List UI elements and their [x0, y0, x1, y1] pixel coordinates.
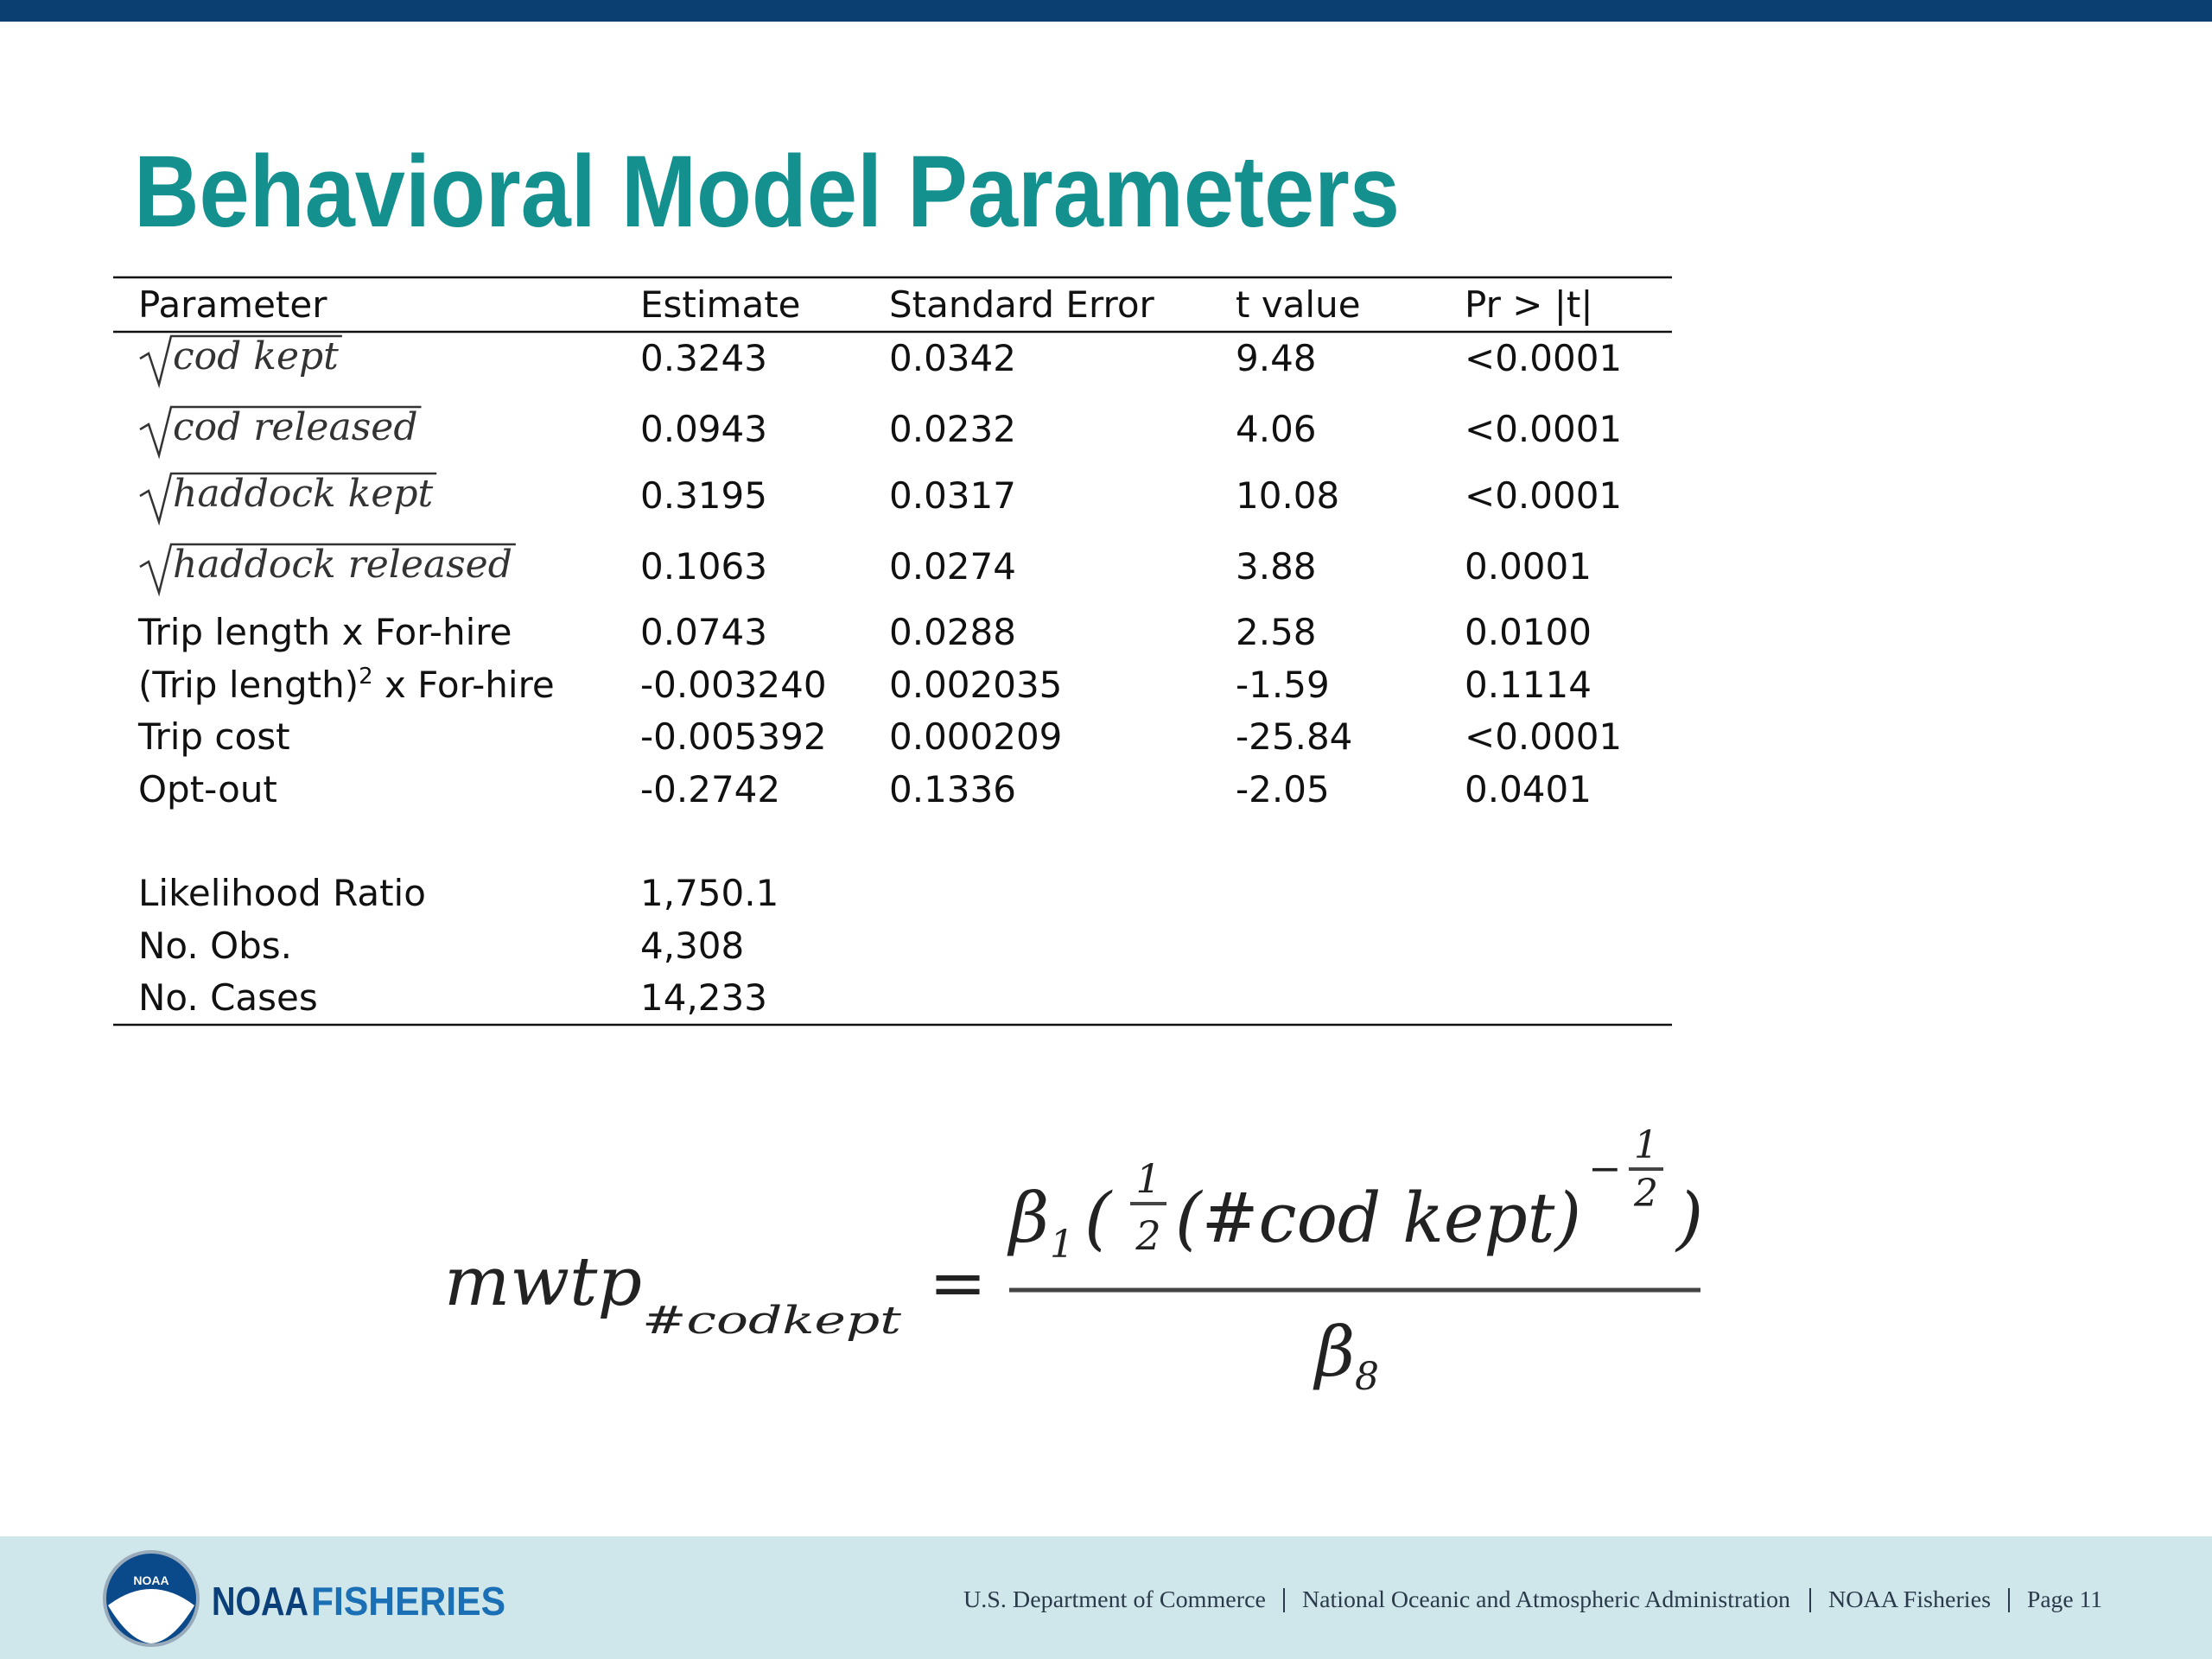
numerator-open: ( — [1084, 1178, 1113, 1258]
slide-title: Behavioral Model Parameters — [134, 135, 1400, 249]
cell: 0.1063 — [640, 545, 767, 588]
cell: 0.0100 — [1465, 611, 1592, 653]
cell: 9.48 — [1236, 337, 1317, 379]
formula-lhs-subscript: #codkept — [642, 1299, 901, 1343]
footer-link: U.S. Department of Commerce — [963, 1586, 1266, 1612]
cell: 0.0274 — [889, 545, 1016, 588]
cell: -0.005392 — [640, 715, 827, 758]
denominator-subscript: 8 — [1355, 1355, 1379, 1399]
stat-label: Likelihood Ratio — [138, 872, 426, 914]
cell: <0.0001 — [1465, 474, 1622, 517]
radical-sign — [139, 334, 342, 389]
footer-link: Page 11 — [2027, 1586, 2102, 1612]
cell: 0.1114 — [1465, 664, 1592, 706]
cell: 10.08 — [1236, 474, 1339, 517]
cell: 0.000209 — [889, 715, 1062, 758]
exponent-sign: − — [1588, 1145, 1622, 1192]
cell: 3.88 — [1236, 545, 1317, 588]
parameter-text: Opt-out — [138, 768, 277, 810]
parameter-math: cod kept — [173, 334, 339, 378]
stat-value: 14,233 — [640, 976, 767, 1019]
column-header: Estimate — [640, 283, 801, 326]
superscript: 2 — [359, 664, 373, 690]
cell: 2.58 — [1236, 611, 1317, 653]
cell: -0.003240 — [640, 664, 827, 706]
cell: -25.84 — [1236, 715, 1352, 758]
cell: <0.0001 — [1465, 715, 1622, 758]
footer-link: National Oceanic and Atmospheric Adminis… — [1302, 1586, 1791, 1612]
logo-badge: NOAA — [133, 1573, 168, 1587]
radical-sign — [139, 472, 437, 526]
radical-sign — [139, 543, 516, 597]
parameter-math: haddock kept — [173, 472, 434, 516]
parameter: (Trip length)2 x For-hire — [138, 664, 555, 706]
cell: 0.0943 — [640, 408, 767, 450]
stat-label: No. Cases — [138, 976, 318, 1019]
footer-link: NOAA Fisheries — [1828, 1586, 1991, 1612]
cell: 0.3195 — [640, 474, 767, 517]
stat-value: 1,750.1 — [640, 872, 779, 914]
brand-fisheries: FISHERIES — [311, 1579, 505, 1624]
exponent-num: 1 — [1634, 1123, 1658, 1167]
fraction-num: 1 — [1135, 1155, 1160, 1202]
cell: 0.0743 — [640, 611, 767, 653]
numerator-close: ) — [1675, 1178, 1703, 1258]
cell: -1.59 — [1236, 664, 1330, 706]
parameter: Opt-out — [138, 768, 277, 810]
cell: <0.0001 — [1465, 337, 1622, 379]
cell: 0.002035 — [889, 664, 1062, 706]
cell: <0.0001 — [1465, 408, 1622, 450]
radical-sign — [139, 405, 422, 460]
cell: 0.0342 — [889, 337, 1016, 379]
column-header: Parameter — [138, 283, 327, 326]
parameter-math: haddock released — [173, 543, 512, 587]
exponent-den: 2 — [1633, 1172, 1658, 1216]
numerator-term: (#cod kept) — [1175, 1178, 1581, 1258]
cell: -2.05 — [1236, 768, 1330, 810]
cell: 0.0001 — [1465, 545, 1592, 588]
stat-label: No. Obs. — [138, 925, 292, 967]
cell: -0.2742 — [640, 768, 780, 810]
parameter: Trip length x For-hire — [137, 611, 512, 653]
cell: 0.0232 — [889, 408, 1016, 450]
top-bar — [0, 0, 2212, 22]
parameter-suffix: x For-hire — [373, 664, 555, 706]
logo-bird — [108, 1589, 194, 1643]
parameter-math: cod released — [173, 405, 418, 449]
formula-operator: = — [929, 1243, 987, 1323]
cell: 0.0288 — [889, 611, 1016, 653]
denominator-symbol: β — [1313, 1312, 1355, 1392]
cell: 0.0401 — [1465, 768, 1592, 810]
brand-noaa: NOAA — [212, 1579, 308, 1624]
numerator-symbol: β — [1007, 1178, 1049, 1258]
parameter: Trip cost — [137, 715, 290, 758]
parameter-text: Trip length x For-hire — [137, 611, 512, 653]
column-header: Standard Error — [889, 283, 1155, 326]
stat-value: 4,308 — [640, 925, 744, 967]
fraction-den: 2 — [1135, 1212, 1160, 1259]
column-header: t value — [1236, 283, 1361, 326]
numerator-subscript: 1 — [1050, 1223, 1074, 1267]
parameter-text: Trip cost — [137, 715, 290, 758]
formula-lhs: mwtp — [444, 1243, 642, 1321]
cell: 0.1336 — [889, 768, 1016, 810]
cell: 0.3243 — [640, 337, 767, 379]
cell: 4.06 — [1236, 408, 1317, 450]
footer-band — [0, 1536, 2212, 1659]
parameter-text: (Trip length) — [138, 664, 359, 706]
cell: 0.0317 — [889, 474, 1016, 517]
column-header: Pr > |t| — [1465, 283, 1593, 326]
